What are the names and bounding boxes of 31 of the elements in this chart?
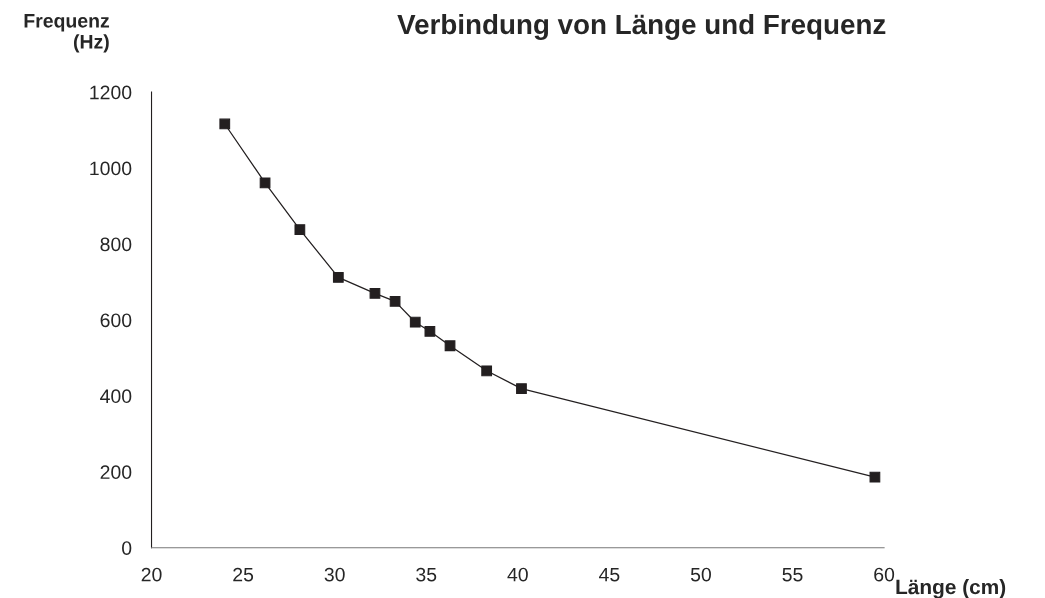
x-tick-label: 30 <box>324 567 345 582</box>
point <box>369 287 381 299</box>
x-tick-label: 25 <box>233 567 254 582</box>
y-tick-label: 1200 <box>90 85 132 100</box>
point <box>409 316 421 328</box>
x-tick-label: 55 <box>782 567 803 582</box>
point <box>219 118 231 130</box>
x-tick-label: 35 <box>416 567 437 582</box>
x-tick-label: 60 <box>874 567 895 582</box>
y-tick-label: 400 <box>100 389 132 404</box>
point <box>444 340 456 352</box>
y-tick-label: 200 <box>100 465 132 480</box>
point <box>424 325 436 337</box>
point <box>389 295 401 307</box>
y-tick-label: 800 <box>100 237 132 252</box>
point <box>481 365 493 377</box>
point <box>294 224 306 235</box>
x-tick-label: 40 <box>507 567 528 582</box>
x-axis-title: Länge (cm) <box>896 579 1006 598</box>
y-tick-label: 1000 <box>90 161 132 176</box>
point <box>259 177 271 189</box>
point <box>869 471 881 483</box>
y-axis-title: Frequenz (Hz) <box>24 14 110 53</box>
y-tick-label: 600 <box>100 313 132 328</box>
y-tick-label: 0 <box>122 541 132 555</box>
x-tick-label: 50 <box>690 567 711 582</box>
x-tick-label: 20 <box>141 567 162 582</box>
point <box>332 272 344 283</box>
point <box>516 383 527 395</box>
x-tick-label: 45 <box>599 567 620 582</box>
chart-title: Verbindung von Länge und Frequenz <box>397 13 886 40</box>
